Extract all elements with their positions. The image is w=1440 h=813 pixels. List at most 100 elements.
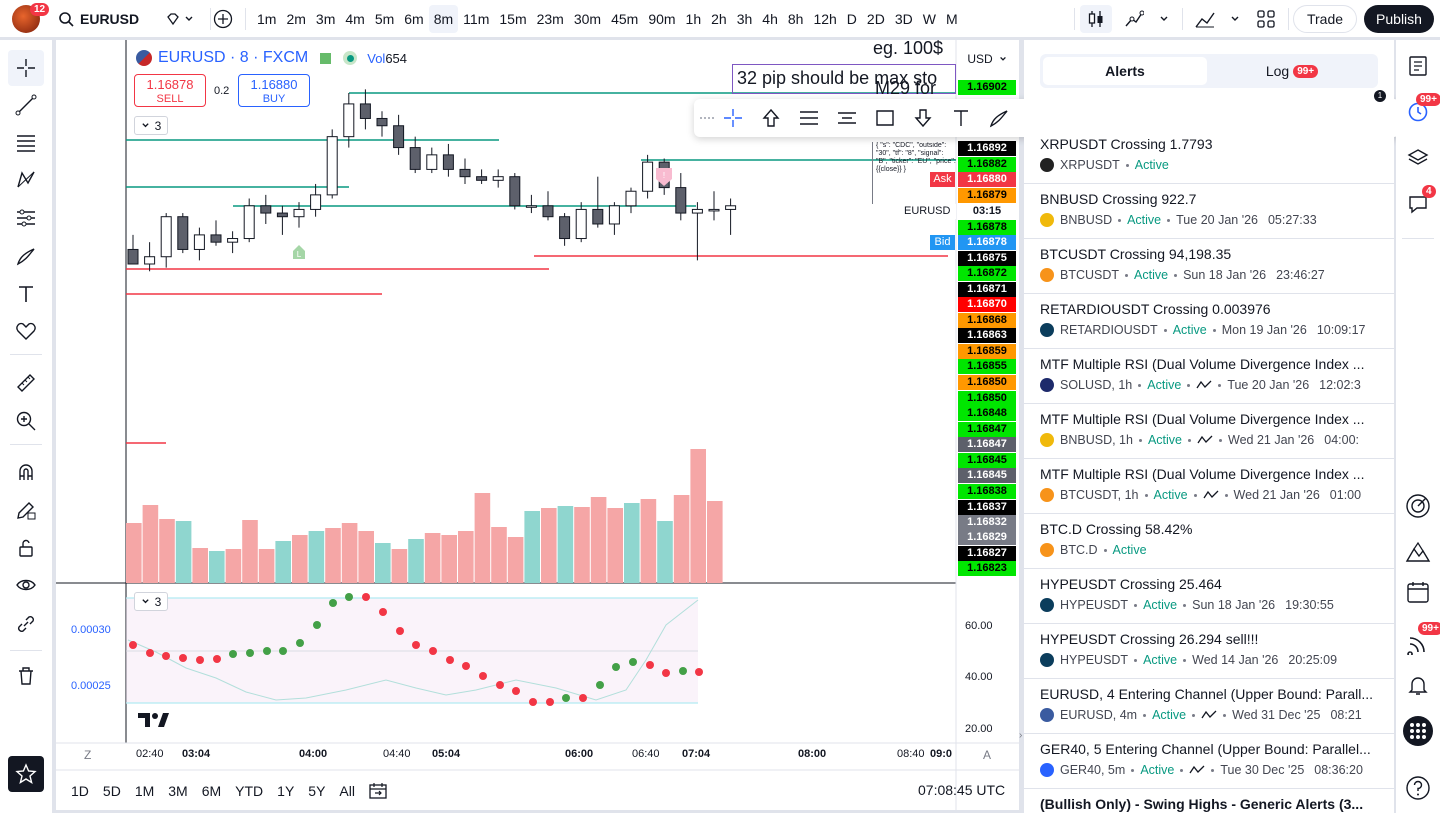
osc-collapse-button[interactable]: 3 <box>134 592 168 611</box>
chevron-down-icon[interactable] <box>1230 14 1240 24</box>
alert-item[interactable]: MTF Multiple RSI (Dual Volume Divergence… <box>1024 404 1394 459</box>
interval-90m[interactable]: 90m <box>648 11 676 27</box>
alert-item[interactable]: MTF Multiple RSI (Dual Volume Divergence… <box>1024 459 1394 514</box>
range-6M[interactable]: 6M <box>201 783 222 799</box>
brush-tool[interactable] <box>8 238 44 274</box>
lock-tool[interactable] <box>8 530 44 566</box>
measure-tool[interactable] <box>8 365 44 401</box>
json-note[interactable]: { "s": "CDC", "outside": "30", "tf": "8"… <box>872 142 956 204</box>
indicators-icon[interactable] <box>1124 9 1144 29</box>
channel-tool[interactable] <box>790 99 828 137</box>
arrow-up-tool[interactable] <box>752 99 790 137</box>
templates-icon[interactable] <box>1194 9 1216 29</box>
interval-5m[interactable]: 5m <box>374 11 395 27</box>
range-5Y[interactable]: 5Y <box>308 783 326 799</box>
compare-dropdown[interactable] <box>158 8 202 30</box>
text-tool[interactable] <box>942 99 980 137</box>
add-symbol-icon[interactable] <box>213 9 233 29</box>
interval-8m[interactable]: 8m <box>428 5 459 33</box>
interval-D[interactable]: D <box>846 11 857 27</box>
forecast-tool[interactable] <box>8 200 44 236</box>
chat-icon[interactable] <box>1407 193 1429 215</box>
note-box[interactable]: 32 pip should be max sto <box>732 64 956 94</box>
help-icon[interactable] <box>1405 775 1431 801</box>
text-tool[interactable] <box>8 276 44 312</box>
indicators-collapse-button[interactable]: 3 <box>134 116 168 135</box>
rectangle-tool[interactable] <box>866 99 904 137</box>
remove-tool[interactable] <box>8 658 44 694</box>
drag-handle[interactable] <box>694 117 714 119</box>
alert-item[interactable]: HYPEUSDT Crossing 26.294 sell!!! HYPEUSDT… <box>1024 624 1394 679</box>
buy-button[interactable]: 1.16880 BUY <box>238 74 310 107</box>
interval-23m[interactable]: 23m <box>536 11 564 27</box>
interval-2m[interactable]: 2m <box>286 11 306 27</box>
range-1D[interactable]: 1D <box>71 783 89 799</box>
interval-M[interactable]: M <box>945 11 958 27</box>
parallel-channel-tool[interactable] <box>828 99 866 137</box>
interval-2h[interactable]: 2h <box>711 11 727 27</box>
crosshair-tool[interactable] <box>714 99 752 137</box>
target-icon[interactable] <box>1405 493 1431 519</box>
publish-button[interactable]: Publish <box>1364 5 1434 33</box>
drawing-mode-tool[interactable] <box>8 492 44 528</box>
link-tool[interactable] <box>8 606 44 642</box>
ideas-icon[interactable] <box>1405 539 1431 565</box>
alert-item[interactable]: (Bullish Only) - Swing Highs - Generic A… <box>1024 789 1394 813</box>
note-eg-100[interactable]: eg. 100$ <box>873 38 944 58</box>
alert-item[interactable]: MTF Multiple RSI (Dual Volume Divergence… <box>1024 349 1394 404</box>
interval-45m[interactable]: 45m <box>611 11 639 27</box>
arrow-down-tool[interactable] <box>904 99 942 137</box>
interval-12h[interactable]: 12h <box>813 11 837 27</box>
currency-selector[interactable]: USD <box>958 49 1016 69</box>
alert-item[interactable]: XRPUSDT Crossing 1.7793 XRPUSDT Active <box>1024 129 1394 184</box>
alert-item[interactable]: HYPEUSDT Crossing 25.464 HYPEUSDT Active Su… <box>1024 569 1394 624</box>
panel-collapse-handle[interactable]: › <box>1019 730 1023 741</box>
interval-4m[interactable]: 4m <box>345 11 365 27</box>
note-m29[interactable]: M29 for <box>875 78 937 98</box>
interval-W[interactable]: W <box>922 11 936 27</box>
interval-3D[interactable]: 3D <box>894 11 913 27</box>
icon-tool[interactable] <box>8 313 44 349</box>
level-lines[interactable] <box>126 92 956 444</box>
tab-alerts[interactable]: Alerts <box>1043 57 1207 85</box>
trend-line-tool[interactable] <box>8 87 44 123</box>
candles-button[interactable] <box>1080 5 1112 33</box>
crosshair-tool[interactable] <box>8 50 44 86</box>
calendar-icon[interactable] <box>1406 580 1430 604</box>
clock[interactable]: 07:08:45 UTC <box>918 782 1006 798</box>
interval-30m[interactable]: 30m <box>573 11 602 27</box>
tab-log[interactable]: Log 99+ <box>1210 57 1374 85</box>
sell-button[interactable]: 1.16878 SELL <box>134 74 206 107</box>
interval-3m[interactable]: 3m <box>315 11 336 27</box>
alert-item[interactable]: BTCUSDT Crossing 94,198.35 BTCUSDT Active S… <box>1024 239 1394 294</box>
symbol-search[interactable]: EURUSD <box>58 6 178 32</box>
timezone-z-button[interactable]: Z <box>84 748 92 762</box>
interval-2D[interactable]: 2D <box>866 11 885 27</box>
magnet-tool[interactable] <box>8 454 44 490</box>
interval-1m[interactable]: 1m <box>257 11 277 27</box>
favorites-button[interactable] <box>8 756 44 792</box>
candles[interactable] <box>127 89 737 272</box>
pattern-tool[interactable] <box>8 162 44 198</box>
alert-item[interactable]: BTC.D Crossing 58.42% BTC.D Active <box>1024 514 1394 569</box>
apps-button[interactable] <box>1403 716 1433 746</box>
range-3M[interactable]: 3M <box>168 783 188 799</box>
layers-icon[interactable] <box>1407 147 1429 169</box>
legend-title[interactable]: EURUSD · 8 · FXCM <box>158 49 309 66</box>
interval-8h[interactable]: 8h <box>787 11 804 27</box>
alert-item[interactable]: RETARDIOUSDT Crossing 0.003976 RETARDIOUS… <box>1024 294 1394 349</box>
alert-item[interactable]: BNBUSD Crossing 922.7 BNBUSD Active Tue 20 … <box>1024 184 1394 239</box>
range-All[interactable]: All <box>339 783 355 799</box>
goto-date-icon[interactable] <box>368 781 388 801</box>
alert-item[interactable]: GER40, 5 Entering Channel (Upper Bound: … <box>1024 734 1394 789</box>
feed-icon[interactable] <box>1407 633 1429 655</box>
range-1Y[interactable]: 1Y <box>277 783 295 799</box>
chart-canvas[interactable]: L ! <box>56 40 1019 810</box>
chart-area[interactable]: L ! EURUSD · 8 · FXCM Vol 654 1.16878 SE… <box>56 38 1400 810</box>
zoom-tool[interactable] <box>8 403 44 439</box>
fib-tool[interactable] <box>8 125 44 161</box>
interval-4h[interactable]: 4h <box>762 11 778 27</box>
watchlist-icon[interactable] <box>1407 55 1429 77</box>
range-YTD[interactable]: YTD <box>235 783 264 799</box>
interval-1h[interactable]: 1h <box>685 11 702 27</box>
